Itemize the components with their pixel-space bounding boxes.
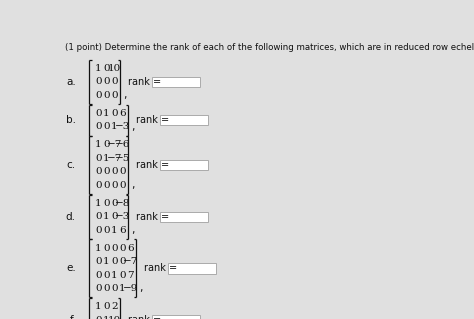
Text: 0: 0 bbox=[111, 78, 118, 86]
Text: 0: 0 bbox=[103, 140, 109, 149]
FancyBboxPatch shape bbox=[160, 211, 208, 222]
Text: 0: 0 bbox=[103, 302, 109, 311]
Text: −9: −9 bbox=[123, 284, 138, 293]
Text: −7: −7 bbox=[107, 154, 122, 163]
Text: rank =: rank = bbox=[128, 315, 162, 319]
Text: 0: 0 bbox=[119, 271, 126, 280]
Text: 0: 0 bbox=[119, 257, 126, 266]
Text: 0: 0 bbox=[111, 257, 118, 266]
Text: 6: 6 bbox=[119, 109, 126, 118]
Text: 1: 1 bbox=[95, 199, 101, 208]
Text: 0: 0 bbox=[111, 109, 118, 118]
Text: 0: 0 bbox=[103, 199, 109, 208]
Text: 1: 1 bbox=[103, 257, 109, 266]
Text: −5: −5 bbox=[115, 154, 130, 163]
Text: 0: 0 bbox=[95, 257, 101, 266]
Text: f.: f. bbox=[69, 315, 76, 319]
Text: ,: , bbox=[139, 284, 142, 293]
Text: e.: e. bbox=[66, 263, 76, 273]
FancyBboxPatch shape bbox=[152, 315, 200, 319]
Text: 10: 10 bbox=[108, 315, 121, 319]
Text: 0: 0 bbox=[95, 91, 101, 100]
Text: 1: 1 bbox=[103, 315, 109, 319]
Text: a.: a. bbox=[66, 77, 76, 87]
FancyBboxPatch shape bbox=[160, 115, 208, 125]
Text: 0: 0 bbox=[103, 244, 109, 253]
Text: 6: 6 bbox=[119, 226, 126, 235]
FancyBboxPatch shape bbox=[168, 263, 216, 274]
FancyBboxPatch shape bbox=[160, 160, 208, 170]
Text: 1: 1 bbox=[95, 244, 101, 253]
Text: 0: 0 bbox=[119, 181, 126, 190]
Text: 0: 0 bbox=[111, 212, 118, 221]
Text: 0: 0 bbox=[111, 244, 118, 253]
Text: d.: d. bbox=[66, 212, 76, 222]
Text: 10: 10 bbox=[108, 64, 121, 73]
FancyBboxPatch shape bbox=[152, 77, 200, 87]
Text: 1: 1 bbox=[103, 212, 109, 221]
Text: 1: 1 bbox=[95, 302, 101, 311]
Text: rank =: rank = bbox=[137, 160, 170, 170]
Text: 1: 1 bbox=[119, 284, 126, 293]
Text: −7: −7 bbox=[107, 140, 122, 149]
Text: c.: c. bbox=[67, 160, 76, 170]
Text: ,: , bbox=[131, 122, 134, 132]
Text: ,: , bbox=[131, 180, 134, 190]
Text: rank =: rank = bbox=[128, 77, 162, 87]
Text: 1: 1 bbox=[95, 140, 101, 149]
Text: 0: 0 bbox=[95, 271, 101, 280]
Text: 0: 0 bbox=[103, 122, 109, 131]
Text: rank =: rank = bbox=[145, 263, 178, 273]
Text: 2: 2 bbox=[111, 302, 118, 311]
Text: 0: 0 bbox=[111, 181, 118, 190]
Text: 0: 0 bbox=[95, 78, 101, 86]
Text: 0: 0 bbox=[111, 167, 118, 176]
Text: 1: 1 bbox=[111, 122, 118, 131]
Text: 0: 0 bbox=[95, 181, 101, 190]
Text: rank =: rank = bbox=[137, 115, 170, 125]
Text: −3: −3 bbox=[115, 212, 130, 221]
Text: 0: 0 bbox=[95, 212, 101, 221]
Text: rank =: rank = bbox=[137, 212, 170, 222]
Text: 0: 0 bbox=[103, 64, 109, 73]
Text: 0: 0 bbox=[119, 167, 126, 176]
Text: 6: 6 bbox=[127, 244, 134, 253]
Text: ,: , bbox=[123, 90, 126, 100]
Text: 0: 0 bbox=[103, 91, 109, 100]
Text: 0: 0 bbox=[95, 154, 101, 163]
Text: 0: 0 bbox=[103, 284, 109, 293]
Text: 1: 1 bbox=[111, 271, 118, 280]
Text: −8: −8 bbox=[115, 199, 130, 208]
Text: 1: 1 bbox=[103, 109, 109, 118]
Text: 0: 0 bbox=[95, 109, 101, 118]
Text: −6: −6 bbox=[115, 140, 130, 149]
Text: 0: 0 bbox=[103, 78, 109, 86]
Text: 0: 0 bbox=[111, 199, 118, 208]
Text: 0: 0 bbox=[103, 226, 109, 235]
Text: 0: 0 bbox=[111, 91, 118, 100]
Text: b.: b. bbox=[66, 115, 76, 125]
Text: 0: 0 bbox=[95, 315, 101, 319]
Text: 0: 0 bbox=[95, 167, 101, 176]
Text: 0: 0 bbox=[103, 167, 109, 176]
Text: 0: 0 bbox=[111, 284, 118, 293]
Text: 0: 0 bbox=[103, 271, 109, 280]
Text: 1: 1 bbox=[95, 64, 101, 73]
Text: 0: 0 bbox=[103, 181, 109, 190]
Text: 0: 0 bbox=[95, 284, 101, 293]
Text: 0: 0 bbox=[95, 122, 101, 131]
Text: 1: 1 bbox=[111, 226, 118, 235]
Text: 0: 0 bbox=[95, 226, 101, 235]
Text: 7: 7 bbox=[127, 271, 134, 280]
Text: 0: 0 bbox=[119, 244, 126, 253]
Text: −7: −7 bbox=[123, 257, 138, 266]
Text: −3: −3 bbox=[115, 122, 130, 131]
Text: (1 point) Determine the rank of each of the following matrices, which are in red: (1 point) Determine the rank of each of … bbox=[65, 43, 474, 52]
Text: ,: , bbox=[131, 225, 134, 235]
Text: 1: 1 bbox=[103, 154, 109, 163]
